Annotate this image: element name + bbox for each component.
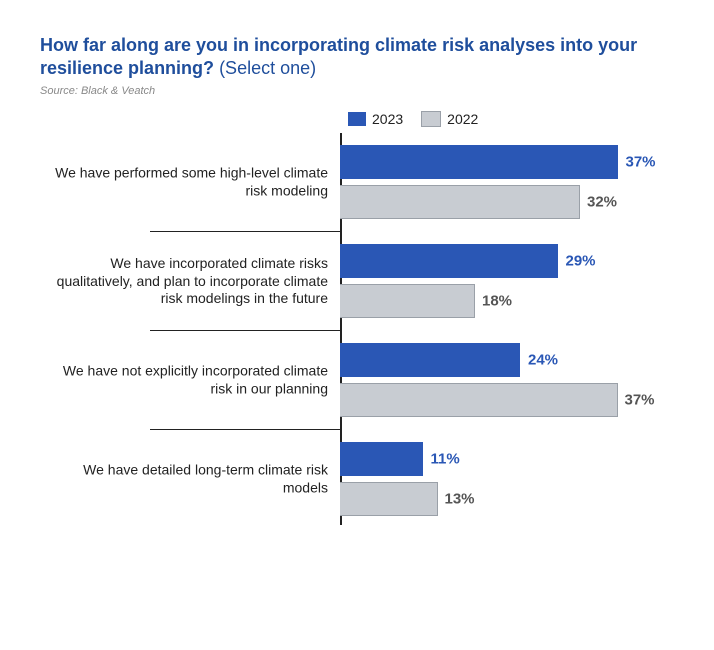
legend-item-2023: 2023: [348, 111, 403, 127]
bars-area: 24% 37%: [340, 331, 640, 429]
bar-2022: 13%: [340, 482, 438, 516]
row-separator: [150, 330, 340, 331]
bar-2022: 37%: [340, 383, 618, 417]
bar-value-2022: 32%: [579, 194, 617, 211]
bar-2023: 11%: [340, 442, 423, 476]
category-label: We have detailed long-term climate risk …: [38, 462, 340, 497]
bar-2023: 29%: [340, 244, 558, 278]
title-instruction: (Select one): [219, 58, 316, 78]
bar-value-2022: 13%: [437, 491, 475, 508]
bar-value-2022: 18%: [474, 293, 512, 310]
legend-item-2022: 2022: [421, 111, 478, 127]
bars-area: 37% 32%: [340, 133, 640, 231]
bar-chart: We have performed some high-level climat…: [340, 133, 640, 525]
chart-row: We have detailed long-term climate risk …: [340, 430, 640, 528]
legend-swatch-2023: [348, 112, 366, 126]
chart-title: How far along are you in incorporating c…: [40, 34, 674, 79]
row-separator: [150, 429, 340, 430]
legend-label-2023: 2023: [372, 111, 403, 127]
bar-2023: 24%: [340, 343, 520, 377]
chart-row: We have not explicitly incorporated clim…: [340, 331, 640, 429]
bar-value-2023: 37%: [618, 154, 656, 171]
bar-value-2022: 37%: [617, 392, 655, 409]
legend: 2023 2022: [348, 111, 674, 127]
bar-2022: 32%: [340, 185, 580, 219]
legend-label-2022: 2022: [447, 111, 478, 127]
chart-container: How far along are you in incorporating c…: [0, 0, 714, 545]
legend-swatch-2022: [421, 111, 441, 127]
bar-2022: 18%: [340, 284, 475, 318]
bars-area: 11% 13%: [340, 430, 640, 528]
category-label: We have incorporated climate risks quali…: [38, 255, 340, 308]
bar-value-2023: 29%: [558, 253, 596, 270]
bar-value-2023: 24%: [520, 352, 558, 369]
row-separator: [150, 231, 340, 232]
chart-row: We have performed some high-level climat…: [340, 133, 640, 231]
chart-row: We have incorporated climate risks quali…: [340, 232, 640, 330]
bars-area: 29% 18%: [340, 232, 640, 330]
category-label: We have performed some high-level climat…: [38, 165, 340, 200]
title-question: How far along are you in incorporating c…: [40, 35, 637, 78]
source-line: Source: Black & Veatch: [40, 85, 674, 97]
bar-2023: 37%: [340, 145, 618, 179]
category-label: We have not explicitly incorporated clim…: [38, 363, 340, 398]
bar-value-2023: 11%: [423, 451, 460, 468]
